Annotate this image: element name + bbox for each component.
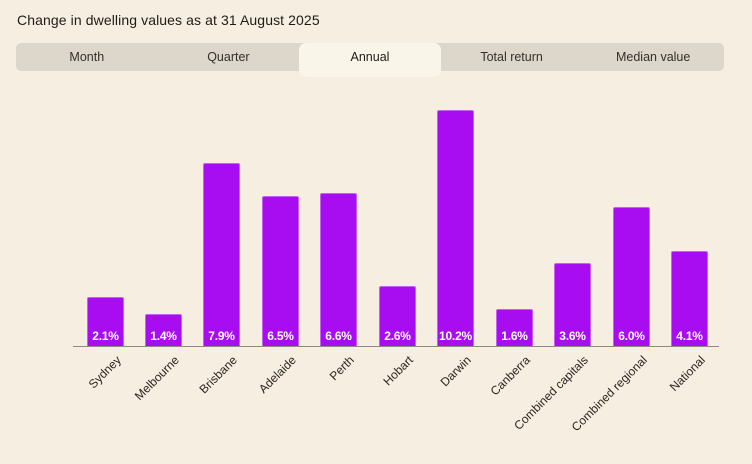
bar-adelaide[interactable]: 6.5% xyxy=(262,196,299,346)
bar-national[interactable]: 4.1% xyxy=(671,251,708,346)
bar-combined-regional[interactable]: 6.0% xyxy=(613,207,650,346)
chart-title: Change in dwelling values as at 31 Augus… xyxy=(17,12,320,28)
category-label-national: National xyxy=(666,353,708,395)
category-label-melbourne: Melbourne xyxy=(131,353,182,403)
category-label-sydney: Sydney xyxy=(85,353,124,392)
tab-total-return[interactable]: Total return xyxy=(480,50,543,64)
bar-melbourne[interactable]: 1.4% xyxy=(145,314,182,346)
tab-median-value[interactable]: Median value xyxy=(615,50,691,64)
bar-canberra[interactable]: 1.6% xyxy=(496,309,533,346)
tab-bar: Month Quarter Annual Total return Median val… xyxy=(16,43,724,77)
tab-quarter[interactable]: Quarter xyxy=(207,50,250,64)
bar-value-label: 6.5% xyxy=(267,329,294,343)
bar-value-label: 6.6% xyxy=(325,329,352,343)
bar-brisbane[interactable]: 7.9% xyxy=(203,163,240,346)
tab-annual[interactable]: Annual xyxy=(299,43,441,77)
bar-value-label: 2.6% xyxy=(384,329,411,343)
category-label-perth: Perth xyxy=(326,353,357,384)
bar-value-label: 1.6% xyxy=(501,329,528,343)
bar-hobart[interactable]: 2.6% xyxy=(379,286,416,346)
bar-combined-capitals[interactable]: 3.6% xyxy=(554,263,591,346)
bar-sydney[interactable]: 2.1% xyxy=(87,297,124,346)
category-label-canberra: Canberra xyxy=(487,353,533,399)
category-label-adelaide: Adelaide xyxy=(255,353,299,396)
bar-value-label: 2.1% xyxy=(92,329,119,343)
bar-value-label: 3.6% xyxy=(559,329,586,343)
category-label-brisbane: Brisbane xyxy=(196,353,240,397)
bar-value-label: 7.9% xyxy=(208,329,235,343)
bar-value-label: 10.2% xyxy=(438,329,473,343)
bar-value-label: 6.0% xyxy=(618,329,645,343)
bar-value-label: 4.1% xyxy=(676,329,703,343)
bar-darwin[interactable]: 10.2% xyxy=(437,110,474,346)
category-label-hobart: Hobart xyxy=(380,353,416,389)
bar-value-label: 1.4% xyxy=(150,329,177,343)
tab-month[interactable]: Month xyxy=(69,50,105,64)
bar-perth[interactable]: 6.6% xyxy=(320,193,357,346)
x-axis-line xyxy=(73,346,719,347)
category-label-darwin: Darwin xyxy=(437,353,474,390)
